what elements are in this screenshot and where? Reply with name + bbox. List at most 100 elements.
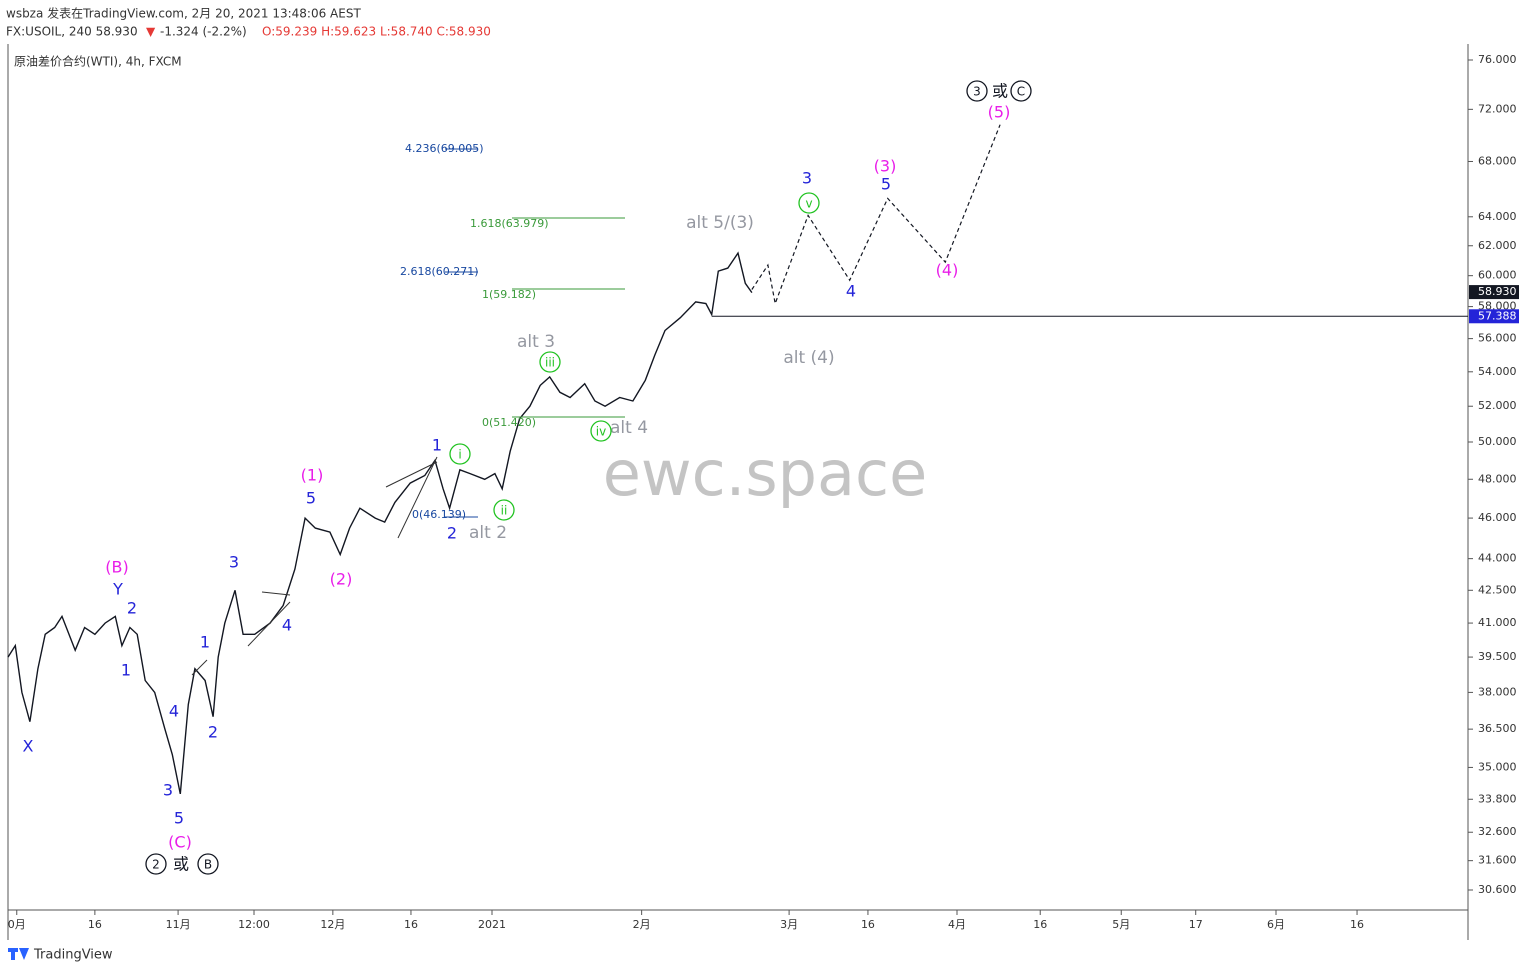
annotation-circle — [145, 853, 167, 875]
wave-label: i — [458, 448, 461, 462]
y-tick-label: 56.000 — [1478, 332, 1517, 345]
symbol: FX:USOIL, 240 58.930 — [6, 25, 138, 39]
wave-label: 1 — [200, 633, 210, 652]
annotation-circle — [449, 443, 471, 465]
fib-label: 0(46.139) — [412, 508, 466, 521]
wave-label: (C) — [168, 833, 192, 852]
wave-label: alt (4) — [783, 348, 834, 368]
wave-label: 2 — [127, 599, 137, 618]
wedge-line — [261, 591, 291, 596]
ohlc: O:59.239 H:59.623 L:58.740 C:58.930 — [262, 25, 491, 39]
x-tick-label: 2021 — [478, 918, 506, 931]
y-tick-label: 36.500 — [1478, 722, 1517, 735]
wedge-line — [385, 461, 438, 488]
wave-label: B — [204, 858, 212, 872]
x-tick-label: 4月 — [948, 918, 966, 931]
wave-label: alt 3 — [517, 332, 555, 352]
wave-label: 或 — [992, 82, 1008, 101]
wave-label: 1 — [432, 436, 442, 455]
fib-label: 2.618(60.271) — [400, 265, 479, 278]
author-line: wsbza 发表在TradingView.com, 2月 20, 2021 13… — [6, 6, 361, 21]
last-price-tag — [1469, 285, 1519, 300]
y-tick-label: 38.000 — [1478, 685, 1517, 698]
wave-label: 或 — [173, 855, 189, 874]
annotation-circle — [1010, 80, 1032, 102]
annotation-circle — [798, 192, 820, 214]
annotation-circle — [539, 351, 561, 373]
wave-label: ii — [501, 504, 508, 518]
wave-label: (3) — [874, 157, 897, 176]
wave-label: X — [23, 737, 34, 756]
y-tick-label: 54.000 — [1478, 365, 1517, 378]
x-tick-label: 12月 — [320, 918, 345, 931]
x-tick-label: 11月 — [166, 918, 191, 931]
wedge-line — [397, 456, 438, 539]
wave-label: Y — [112, 580, 123, 599]
wave-label: iv — [596, 425, 606, 439]
y-tick-label: 42.500 — [1478, 583, 1517, 596]
wave-label: 2 — [208, 723, 218, 742]
y-tick-label: 35.000 — [1478, 760, 1517, 773]
x-tick-label: 0月 — [8, 918, 26, 931]
y-tick-label: 62.000 — [1478, 239, 1517, 252]
y-tick-label: 68.000 — [1478, 154, 1517, 167]
x-tick-label: 17 — [1189, 918, 1203, 931]
change: -1.324 (-2.2%) — [160, 25, 247, 39]
x-tick-label: 2月 — [633, 918, 651, 931]
y-tick-label: 30.600 — [1478, 883, 1517, 896]
wave-label: 4 — [282, 616, 292, 635]
wave-label: iii — [545, 356, 555, 370]
logo — [8, 948, 29, 960]
wave-label: (2) — [330, 570, 353, 589]
wave-label: 4 — [169, 702, 179, 721]
wave-label: 5 — [881, 175, 891, 194]
wedge-line — [191, 659, 208, 676]
y-tick-label: 48.000 — [1478, 472, 1517, 485]
annotation-circle — [966, 80, 988, 102]
fib-label: 0(51.420) — [482, 416, 536, 429]
wave-label: C — [1017, 85, 1025, 99]
fib-label: 1.618(63.979) — [470, 217, 549, 230]
wave-label: 5 — [306, 489, 316, 508]
wave-label: 5 — [174, 809, 184, 828]
legend: 原油差价合约(WTI), 4h, FXCM — [14, 54, 182, 69]
y-tick-label: 76.000 — [1478, 53, 1517, 66]
level-tag — [1469, 309, 1519, 324]
x-tick-label: 16 — [1350, 918, 1364, 931]
y-tick-label: 39.500 — [1478, 650, 1517, 663]
y-tick-label: 44.000 — [1478, 552, 1517, 565]
fib-label: 1(59.182) — [482, 288, 536, 301]
wave-label: 2 — [447, 524, 457, 543]
change-arrow: ▼ — [146, 25, 156, 39]
level-label: 57.388 — [1478, 309, 1517, 322]
wave-label: 2 — [152, 858, 160, 872]
y-tick-label: 64.000 — [1478, 210, 1517, 223]
last-price-label: 58.930 — [1478, 285, 1517, 298]
wave-label: 1 — [121, 661, 131, 680]
y-tick-label: 52.000 — [1478, 399, 1517, 412]
x-tick-label: 16 — [404, 918, 418, 931]
y-tick-label: 60.000 — [1478, 269, 1517, 282]
y-tick-label: 46.000 — [1478, 511, 1517, 524]
wave-label: (B) — [105, 558, 128, 577]
projection — [751, 124, 1001, 306]
x-tick-label: 16 — [861, 918, 875, 931]
y-tick-label: 32.600 — [1478, 825, 1517, 838]
x-tick-label: 16 — [1033, 918, 1047, 931]
wave-label: 3 — [229, 553, 239, 572]
footer-brand: TradingView — [33, 948, 113, 963]
x-tick-label: 12:00 — [238, 918, 270, 931]
plot: 76.00072.00068.00064.00062.00060.00058.0… — [7, 53, 1519, 931]
watermark: ewc.space — [603, 437, 928, 510]
wave-label: (5) — [988, 103, 1011, 122]
x-tick-label: 16 — [88, 918, 102, 931]
x-tick-label: 6月 — [1267, 918, 1285, 931]
x-tick-label: 5月 — [1112, 918, 1130, 931]
x-tick-label: 3月 — [780, 918, 798, 931]
y-tick-label: 50.000 — [1478, 435, 1517, 448]
wave-label: alt 5/(3) — [686, 213, 754, 233]
y-tick-label: 41.000 — [1478, 616, 1517, 629]
